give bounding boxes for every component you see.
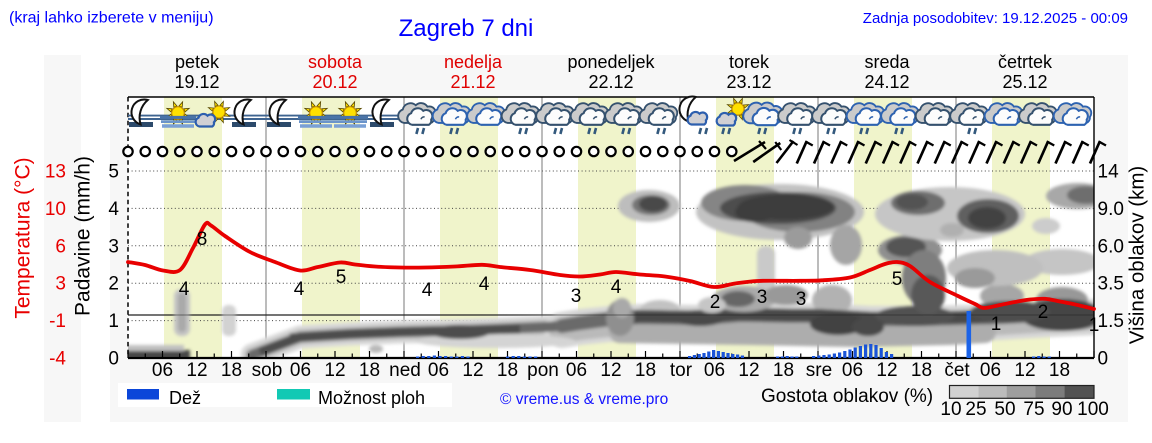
svg-text:22.12: 22.12	[588, 72, 633, 92]
svg-text:06: 06	[566, 360, 587, 381]
svg-text:14: 14	[1098, 162, 1120, 183]
svg-text:Višina oblakov (km): Višina oblakov (km)	[1125, 166, 1148, 345]
svg-text:1.5: 1.5	[1098, 311, 1124, 332]
svg-text:4: 4	[422, 280, 433, 301]
svg-text:5: 5	[892, 269, 903, 290]
svg-text:pon: pon	[527, 360, 559, 381]
svg-text:tor: tor	[670, 360, 693, 381]
svg-text:sre: sre	[806, 360, 832, 381]
svg-text:4: 4	[179, 279, 190, 300]
svg-text:12: 12	[738, 360, 759, 381]
svg-text:12: 12	[324, 360, 345, 381]
svg-text:18: 18	[773, 360, 794, 381]
svg-text:sreda: sreda	[864, 52, 910, 72]
svg-text:23.12: 23.12	[726, 72, 771, 92]
svg-text:nedelja: nedelja	[444, 52, 503, 72]
svg-text:0: 0	[108, 349, 119, 370]
svg-text:Zagreb 7 dni: Zagreb 7 dni	[399, 15, 534, 42]
svg-text:12: 12	[600, 360, 621, 381]
svg-text:18: 18	[221, 360, 242, 381]
svg-text:06: 06	[290, 360, 311, 381]
svg-text:21.12: 21.12	[450, 72, 495, 92]
svg-text:25: 25	[965, 399, 986, 420]
svg-text:6.0: 6.0	[1098, 236, 1124, 257]
svg-text:06: 06	[152, 360, 173, 381]
svg-text:(kraj lahko izberete v meniju): (kraj lahko izberete v meniju)	[9, 10, 214, 27]
svg-text:18: 18	[635, 360, 656, 381]
svg-text:18: 18	[497, 360, 518, 381]
svg-text:10: 10	[45, 199, 66, 220]
svg-text:4: 4	[611, 277, 622, 298]
svg-text:18: 18	[1049, 360, 1070, 381]
svg-text:3: 3	[108, 236, 119, 257]
svg-text:06: 06	[980, 360, 1001, 381]
svg-text:06: 06	[428, 360, 449, 381]
svg-text:4: 4	[479, 274, 490, 295]
svg-text:50: 50	[994, 399, 1015, 420]
svg-text:9.0: 9.0	[1098, 199, 1124, 220]
svg-text:ponedeljek: ponedeljek	[567, 52, 655, 72]
svg-text:4: 4	[108, 199, 119, 220]
svg-text:18: 18	[911, 360, 932, 381]
svg-text:sob: sob	[252, 360, 283, 381]
svg-text:petek: petek	[175, 52, 220, 72]
svg-text:3.5: 3.5	[1098, 274, 1124, 295]
svg-text:0: 0	[1098, 349, 1109, 370]
svg-text:12: 12	[876, 360, 897, 381]
svg-text:5: 5	[336, 267, 347, 288]
svg-text:06: 06	[842, 360, 863, 381]
svg-text:24.12: 24.12	[864, 72, 909, 92]
svg-text:Zadnja posodobitev: 19.12.2025: Zadnja posodobitev: 19.12.2025 - 00:09	[863, 10, 1128, 27]
svg-text:1: 1	[1089, 315, 1100, 336]
svg-text:20.12: 20.12	[312, 72, 357, 92]
svg-text:90: 90	[1051, 399, 1072, 420]
svg-text:čet: čet	[944, 360, 970, 381]
svg-text:3: 3	[796, 289, 807, 310]
svg-text:1: 1	[108, 311, 119, 332]
svg-text:Padavine (mm/h): Padavine (mm/h)	[72, 156, 95, 316]
svg-text:18: 18	[359, 360, 380, 381]
svg-text:12: 12	[462, 360, 483, 381]
svg-text:19.12: 19.12	[174, 72, 219, 92]
svg-text:Dež: Dež	[169, 388, 201, 408]
svg-text:13: 13	[45, 162, 66, 183]
svg-text:12: 12	[186, 360, 207, 381]
svg-text:6: 6	[55, 236, 66, 257]
svg-text:-1: -1	[49, 311, 66, 332]
svg-text:75: 75	[1023, 399, 1044, 420]
svg-text:ned: ned	[389, 360, 421, 381]
svg-text:10: 10	[940, 399, 961, 420]
svg-text:8: 8	[197, 229, 208, 250]
svg-text:Gostota oblakov (%): Gostota oblakov (%)	[761, 386, 933, 407]
svg-text:1: 1	[991, 314, 1002, 335]
svg-text:3: 3	[55, 274, 66, 295]
svg-text:2: 2	[710, 292, 721, 313]
svg-text:torek: torek	[729, 52, 770, 72]
svg-text:25.12: 25.12	[1002, 72, 1047, 92]
svg-text:06: 06	[704, 360, 725, 381]
svg-text:3: 3	[757, 287, 768, 308]
svg-text:2: 2	[1038, 302, 1049, 323]
svg-text:sobota: sobota	[308, 52, 363, 72]
svg-text:Temperatura (°C): Temperatura (°C)	[12, 157, 35, 318]
svg-text:5: 5	[108, 162, 119, 183]
svg-text:12: 12	[1014, 360, 1035, 381]
svg-text:Možnost ploh: Možnost ploh	[318, 388, 425, 408]
svg-text:4: 4	[294, 279, 305, 300]
svg-text:2: 2	[108, 274, 119, 295]
svg-text:četrtek: četrtek	[998, 52, 1053, 72]
svg-text:© vreme.us & vreme.pro: © vreme.us & vreme.pro	[500, 391, 668, 408]
svg-text:100: 100	[1077, 399, 1109, 420]
svg-text:-4: -4	[49, 349, 66, 370]
svg-text:3: 3	[571, 286, 582, 307]
